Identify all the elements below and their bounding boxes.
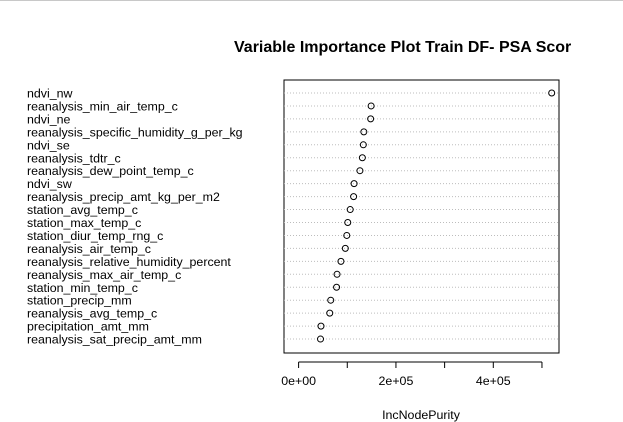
x-axis: 0e+00 2e+05 4e+05: [281, 361, 543, 388]
variable-label: reanalysis_tdtr_c: [27, 151, 121, 165]
data-point: [350, 193, 358, 201]
data-point: [356, 167, 364, 175]
data-point: [367, 102, 375, 110]
variable-label: reanalysis_avg_temp_c: [27, 307, 157, 321]
data-point: [346, 206, 354, 214]
variable-label: station_precip_mm: [27, 294, 132, 308]
grid-lines: [284, 92, 559, 340]
plot-frame: [283, 79, 560, 354]
data-point: [317, 335, 325, 343]
data-point: [341, 244, 349, 252]
data-point: [344, 219, 352, 226]
variable-labels: ndvi_nwreanalysis_min_air_temp_cndvi_ner…: [27, 87, 243, 347]
variable-label: reanalysis_min_air_temp_c: [27, 99, 178, 113]
variable-label: station_diur_temp_rng_c: [27, 229, 163, 243]
data-points: [317, 89, 556, 343]
data-point: [343, 231, 351, 239]
data-point: [548, 89, 556, 97]
variable-label: reanalysis_sat_precip_amt_mm: [27, 333, 202, 347]
x-axis-title: IncNodePurity: [382, 408, 461, 422]
data-point: [359, 141, 367, 149]
data-point: [333, 270, 341, 278]
x-tick-label: 2e+05: [379, 374, 414, 388]
variable-label: station_min_temp_c: [27, 281, 138, 295]
variable-label: ndvi_se: [27, 138, 70, 152]
x-tick-label: 4e+05: [476, 374, 511, 388]
data-point: [350, 180, 358, 188]
x-tick-label: 0e+00: [281, 374, 316, 388]
data-point: [333, 283, 341, 291]
data-point: [326, 309, 334, 317]
variable-label: station_max_temp_c: [27, 216, 141, 230]
data-point: [367, 115, 375, 123]
variable-label: reanalysis_precip_amt_kg_per_m2: [27, 190, 220, 204]
variable-label: reanalysis_air_temp_c: [27, 242, 151, 256]
chart-title: Variable Importance Plot Train DF- PSA S…: [234, 39, 571, 56]
variable-label: ndvi_ne: [27, 112, 71, 126]
data-point: [337, 257, 345, 265]
data-point: [317, 322, 325, 330]
variable-label: reanalysis_max_air_temp_c: [27, 268, 181, 282]
variable-label: ndvi_sw: [27, 177, 72, 191]
variable-label: precipitation_amt_mm: [27, 320, 149, 334]
variable-label: station_avg_temp_c: [27, 203, 138, 217]
top-border-line: [0, 0, 623, 1]
variable-label: reanalysis_specific_humidity_g_per_kg: [27, 125, 243, 139]
variable-label: ndvi_nw: [27, 87, 73, 101]
data-point: [358, 154, 366, 162]
variable-label: reanalysis_dew_point_temp_c: [27, 164, 194, 178]
data-point: [360, 128, 368, 136]
data-point: [327, 296, 335, 304]
variable-label: reanalysis_relative_humidity_percent: [27, 255, 231, 269]
